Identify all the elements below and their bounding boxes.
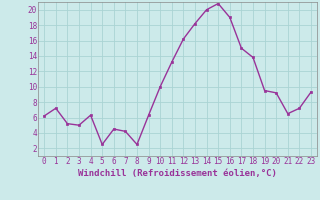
X-axis label: Windchill (Refroidissement éolien,°C): Windchill (Refroidissement éolien,°C) bbox=[78, 169, 277, 178]
